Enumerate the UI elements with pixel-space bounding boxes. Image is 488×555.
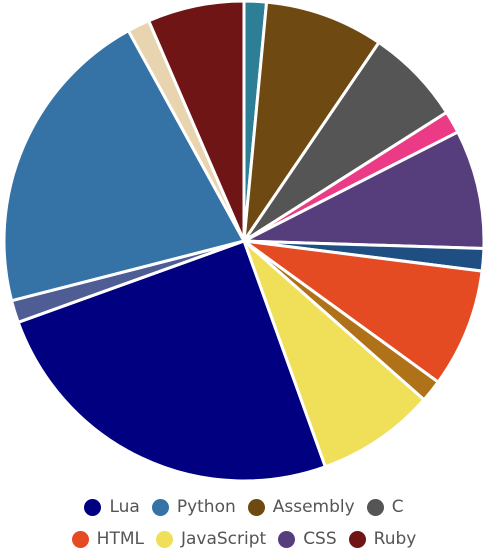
legend-label-lua: Lua: [109, 497, 140, 517]
legend-item-c[interactable]: C: [366, 497, 404, 517]
legend-marker-c: [366, 498, 384, 516]
pie-slice-css: [242, 130, 486, 251]
pie-slice-javascript: [242, 239, 426, 469]
pie-slice-python: [2, 29, 246, 303]
legend-item-python[interactable]: Python: [151, 497, 236, 517]
legend-marker-ruby: [348, 530, 366, 548]
legend-marker-python: [151, 498, 169, 516]
legend-label-css: CSS: [303, 529, 337, 549]
pie-slice-ruby: [147, 0, 246, 243]
legend-label-python: Python: [176, 497, 236, 517]
legend-marker-lua: [84, 498, 102, 516]
legend-item-html[interactable]: HTML: [71, 529, 144, 549]
legend-marker-javascript: [155, 530, 173, 548]
legend-item-ruby[interactable]: Ruby: [348, 529, 417, 549]
legend-item-javascript[interactable]: JavaScript: [155, 529, 267, 549]
legend-marker-assembly: [247, 498, 265, 516]
legend-marker-css: [278, 530, 296, 548]
legend-item-css[interactable]: CSS: [278, 529, 337, 549]
pie-slice-html: [242, 239, 484, 384]
legend-marker-html: [71, 530, 89, 548]
pie-plot-area: [2, 0, 486, 483]
legend-label-assembly: Assembly: [272, 497, 355, 517]
legend-item-lua[interactable]: Lua: [84, 497, 140, 517]
pie-slice-lua: [16, 239, 327, 483]
legend-label-html: HTML: [96, 529, 144, 549]
legend-label-ruby: Ruby: [373, 529, 417, 549]
legend-row: Lua Python Assembly C: [0, 491, 488, 523]
pie-slice-assembly: [242, 0, 381, 243]
legend-row: HTML JavaScript CSS Ruby: [0, 523, 488, 555]
chart-legend: Lua Python Assembly C HTML JavaScript CSS Ruby: [0, 491, 488, 555]
legend-item-assembly[interactable]: Assembly: [247, 497, 355, 517]
legend-label-javascript: JavaScript: [180, 529, 267, 549]
legend-label-c: C: [391, 497, 404, 517]
